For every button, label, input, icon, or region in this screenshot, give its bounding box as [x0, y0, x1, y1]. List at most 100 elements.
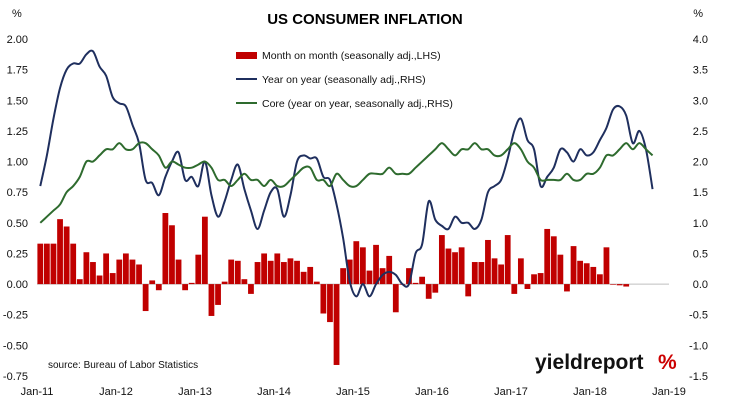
mom-bar — [471, 262, 478, 285]
mom-bar — [228, 259, 235, 285]
mom-bar — [234, 260, 241, 285]
mom-bar — [215, 284, 221, 305]
left-tick-label: 0.50 — [7, 218, 28, 230]
x-tick-label: Jan-15 — [336, 386, 370, 398]
left-tick-label: 1.75 — [7, 65, 28, 77]
mom-bar — [392, 284, 399, 313]
mom-bar — [511, 284, 518, 294]
mom-bar — [287, 258, 294, 285]
right-tick-label: 0.0 — [693, 279, 708, 291]
mom-bar — [596, 274, 603, 285]
left-tick-label: -0.50 — [3, 340, 28, 352]
left-tick-label: 1.50 — [7, 95, 28, 107]
mom-bar — [590, 266, 597, 285]
right-tick-label: 4.0 — [693, 34, 708, 46]
source-note: source: Bureau of Labor Statistics — [48, 360, 198, 371]
x-tick-label: Jan-14 — [257, 386, 291, 398]
mom-bar — [221, 281, 228, 285]
left-tick-label: 0.25 — [7, 248, 28, 260]
mom-bar — [406, 268, 412, 285]
x-tick-label: Jan-12 — [99, 386, 133, 398]
x-tick-label: Jan-13 — [178, 386, 212, 398]
right-tick-label: -0.5 — [689, 310, 708, 322]
right-tick-label: -1.0 — [689, 340, 708, 352]
mom-bar — [142, 284, 149, 312]
mom-bar — [419, 276, 426, 285]
mom-bar — [175, 259, 182, 285]
mom-bar — [465, 284, 472, 297]
mom-bar — [261, 253, 268, 285]
mom-bar — [63, 226, 70, 285]
mom-bar — [623, 284, 630, 287]
mom-bar — [149, 280, 156, 285]
x-tick-label: Jan-17 — [494, 386, 528, 398]
mom-bar — [458, 247, 465, 285]
mom-bar — [438, 235, 445, 285]
mom-bar — [544, 228, 551, 285]
mom-bar — [610, 284, 616, 285]
mom-bar — [333, 284, 340, 365]
mom-bar — [564, 284, 570, 292]
mom-bar — [188, 282, 195, 285]
mom-bar — [537, 273, 544, 285]
brand-percent-icon: % — [658, 351, 677, 374]
mom-bar — [386, 255, 393, 285]
brand-logo: yieldreport % — [535, 351, 677, 374]
mom-bar — [603, 247, 610, 285]
mom-bar — [267, 260, 274, 285]
mom-bar — [254, 262, 261, 285]
mom-bar — [327, 284, 333, 323]
right-tick-label: 1.5 — [693, 187, 708, 199]
mom-bar — [307, 266, 314, 285]
left-axis-ticks: 2.00 1.75 1.50 1.25 1.00 0.75 0.50 0.25 0.00 -0.2… — [3, 34, 28, 383]
mom-bar — [425, 284, 432, 299]
mom-bar — [432, 284, 439, 293]
mom-bar — [478, 262, 485, 285]
right-tick-label: 2.0 — [693, 157, 708, 169]
mom-bar — [524, 284, 531, 289]
mom-bar — [300, 271, 307, 285]
mom-bar — [366, 270, 373, 285]
right-axis-ticks: 4.0 3.5 3.0 2.5 2.0 1.5 1.0 0.5 0.0 -0.5 -1.0 -1.5 — [689, 34, 708, 383]
legend-swatch-mom — [236, 52, 257, 59]
mom-bar — [122, 253, 129, 285]
mom-bar — [485, 239, 491, 285]
mom-bar — [248, 284, 254, 294]
mom-bar — [57, 219, 63, 285]
mom-bar — [195, 254, 202, 285]
x-tick-label: Jan-11 — [21, 386, 54, 398]
mom-bar — [294, 260, 300, 285]
left-axis-unit: % — [12, 8, 22, 20]
x-tick-label: Jan-19 — [652, 386, 686, 398]
mom-bar — [583, 263, 590, 285]
mom-bar — [550, 236, 557, 285]
right-axis-unit: % — [693, 8, 703, 20]
chart-title: US CONSUMER INFLATION — [267, 11, 463, 28]
mom-bar — [373, 244, 379, 285]
mom-bar — [70, 243, 77, 285]
mom-bar — [109, 273, 116, 285]
mom-bar — [498, 264, 505, 285]
mom-bar — [182, 284, 189, 291]
mom-bar — [445, 248, 452, 285]
yoy-lines — [39, 49, 654, 298]
mom-bar — [313, 281, 320, 285]
right-tick-label: 0.5 — [693, 248, 708, 260]
x-tick-label: Jan-18 — [573, 386, 607, 398]
mom-bar — [570, 246, 577, 285]
mom-bar — [129, 259, 136, 285]
mom-bar — [136, 264, 142, 285]
mom-bar — [280, 262, 287, 285]
left-tick-label: 0.75 — [7, 187, 28, 199]
mom-bar — [340, 268, 347, 285]
mom-bar — [103, 253, 110, 285]
mom-bar — [155, 284, 162, 291]
legend-label-mom: Month on month (seasonally adj.,LHS) — [262, 50, 441, 62]
mom-bar — [353, 241, 360, 285]
mom-bar — [90, 262, 96, 285]
x-axis-ticks: Jan-11 Jan-12 Jan-13 Jan-14 Jan-15 Jan-16 Jan-… — [21, 386, 686, 398]
mom-bar — [43, 243, 50, 285]
right-tick-label: 2.5 — [693, 126, 708, 138]
